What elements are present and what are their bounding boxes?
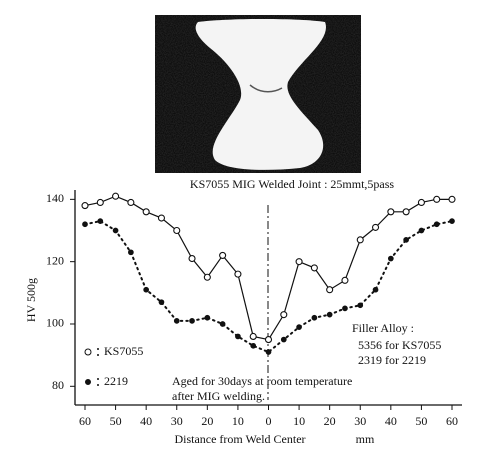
data-point <box>219 251 227 259</box>
legend-marker <box>85 379 91 385</box>
data-point <box>433 221 440 228</box>
data-point <box>173 226 181 235</box>
x-axis-unit: mm <box>356 432 375 446</box>
data-point <box>326 311 333 318</box>
chart-title: KS7055 MIG Welded Joint : 25mmt,5pass <box>190 177 394 191</box>
data-point <box>356 236 364 244</box>
legend-colon <box>97 348 99 350</box>
y-tick-label: 80 <box>52 378 64 392</box>
data-point <box>371 223 380 231</box>
data-point <box>157 214 166 222</box>
annotation: Filler Alloy : <box>352 321 414 335</box>
data-point <box>403 237 409 243</box>
data-point <box>204 314 211 321</box>
x-tick-label: 20 <box>324 414 336 428</box>
data-point <box>387 208 395 216</box>
x-tick-label: 60 <box>79 414 91 428</box>
y-tick-label: 120 <box>46 253 64 267</box>
data-point <box>449 218 455 225</box>
x-tick-label: 40 <box>140 414 152 428</box>
data-point <box>310 264 318 272</box>
data-point <box>311 314 318 321</box>
annotation: 5356 for KS7055 <box>358 338 441 352</box>
data-point <box>264 336 273 344</box>
data-point <box>342 305 348 312</box>
data-point <box>280 336 287 343</box>
data-point <box>326 286 334 294</box>
y-tick-label: 100 <box>46 316 64 330</box>
x-tick-label: 50 <box>415 414 427 428</box>
data-point <box>128 249 134 256</box>
data-point <box>296 324 302 330</box>
data-point <box>417 198 425 207</box>
data-point <box>402 208 410 216</box>
x-tick-label: 10 <box>232 414 244 428</box>
weld-photo <box>155 15 361 173</box>
data-point <box>265 349 272 355</box>
x-axis-label: Distance from Weld Center <box>174 432 305 446</box>
data-point <box>142 208 150 216</box>
legend-colon <box>97 384 99 386</box>
data-point <box>127 198 135 207</box>
annotation: after MIG welding. <box>172 389 265 403</box>
data-point <box>189 318 195 324</box>
data-point <box>418 227 425 234</box>
x-tick-label: 0 <box>266 414 272 428</box>
data-point <box>372 286 379 293</box>
y-tick-label: 140 <box>46 191 64 205</box>
data-point <box>250 342 257 349</box>
legend-label: 2219 <box>104 374 128 388</box>
x-tick-label: 60 <box>446 414 458 428</box>
y-axis-label: HV 500g <box>24 278 38 322</box>
legend-label: KS7055 <box>104 344 143 358</box>
legend-colon <box>97 354 99 356</box>
data-point <box>433 195 441 203</box>
x-tick-label: 30 <box>171 414 183 428</box>
data-point <box>387 255 394 262</box>
data-point <box>112 192 120 200</box>
data-point <box>357 302 364 309</box>
data-point <box>203 273 211 281</box>
data-point <box>295 258 303 266</box>
data-point <box>219 321 226 327</box>
x-tick-label: 20 <box>201 414 213 428</box>
data-point <box>235 333 241 340</box>
x-tick-label: 50 <box>110 414 122 428</box>
annotation: Aged for 30days at room temperature <box>172 374 352 388</box>
data-point <box>188 255 196 263</box>
data-point <box>97 218 104 225</box>
legend-marker <box>84 348 92 356</box>
data-point <box>81 202 89 210</box>
x-tick-label: 40 <box>385 414 397 428</box>
data-point <box>173 318 180 324</box>
data-point <box>112 227 119 234</box>
data-point <box>341 276 349 284</box>
data-point <box>249 332 257 340</box>
x-tick-label: 10 <box>293 414 305 428</box>
x-tick-label: 30 <box>354 414 366 428</box>
data-point <box>143 286 150 293</box>
data-point <box>280 311 288 319</box>
data-point <box>448 195 456 203</box>
data-point <box>82 221 88 228</box>
legend-colon <box>97 378 99 380</box>
data-point <box>234 270 242 278</box>
annotation: 2319 for 2219 <box>358 353 426 367</box>
data-point <box>158 299 165 306</box>
data-point <box>96 198 104 207</box>
